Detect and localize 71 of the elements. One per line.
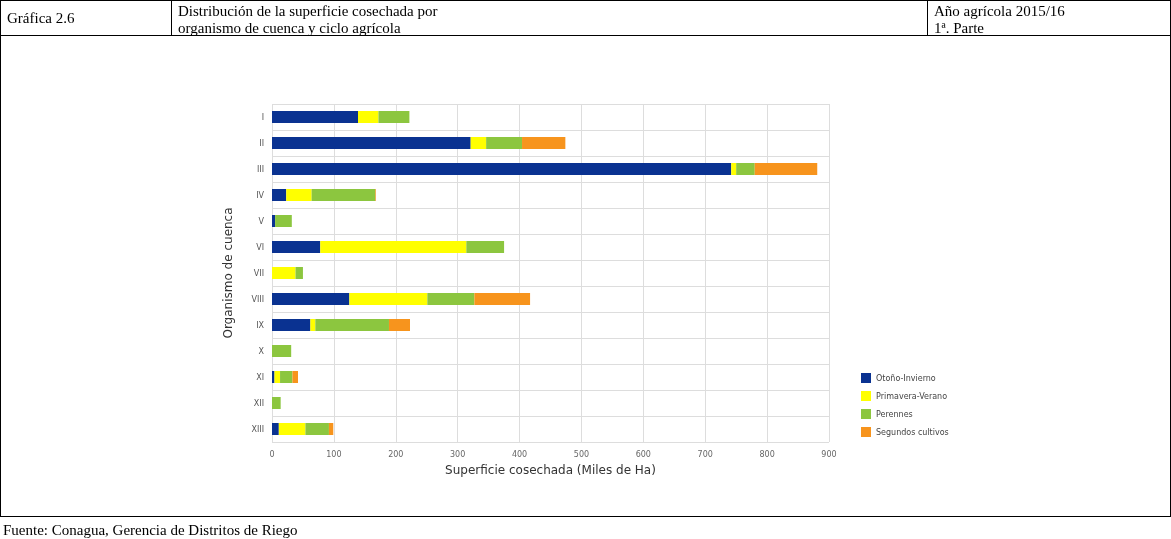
bar: [272, 163, 732, 175]
bar: [295, 267, 303, 279]
x-tick-label: 0: [269, 449, 275, 459]
y-tick-label: VI: [256, 242, 264, 252]
bar: [272, 267, 296, 279]
bar: [470, 137, 487, 149]
bar: [272, 189, 287, 201]
x-tick-label: 200: [388, 449, 404, 459]
y-tick-label: IX: [256, 320, 265, 330]
bar: [272, 215, 276, 227]
bar: [328, 423, 334, 435]
bar: [315, 319, 389, 331]
bar: [736, 163, 755, 175]
bar: [427, 293, 475, 305]
bar: [310, 319, 316, 331]
y-tick-label: XII: [253, 398, 264, 408]
legend-label: Primavera-Verano: [876, 391, 948, 401]
y-tick-label: III: [256, 164, 264, 174]
bar: [349, 293, 428, 305]
legend-label: Segundos cultivos: [876, 427, 949, 437]
bar: [522, 137, 566, 149]
bar: [754, 163, 818, 175]
y-tick-label: I: [261, 112, 264, 122]
bar: [275, 215, 292, 227]
bar: [292, 371, 298, 383]
legend-label: Otoño-Invierno: [876, 373, 936, 383]
bar: [272, 111, 359, 123]
x-tick-label: 800: [759, 449, 775, 459]
bar: [272, 423, 279, 435]
y-tick-label: IV: [256, 190, 265, 200]
x-tick-label: 100: [326, 449, 342, 459]
y-tick-label: X: [258, 346, 265, 356]
text: 1ª. Parte: [934, 20, 985, 37]
bar: [378, 111, 410, 123]
y-tick-label: XIII: [251, 424, 264, 434]
bar: [272, 137, 471, 149]
y-tick-label: XI: [256, 372, 264, 382]
bar: [272, 293, 350, 305]
bar: [474, 293, 531, 305]
bar: [280, 371, 293, 383]
bar: [272, 319, 311, 331]
y-tick-label: II: [259, 138, 264, 148]
x-tick-label: 500: [573, 449, 590, 459]
x-tick-label: 400: [511, 449, 528, 459]
y-tick-label: VII: [253, 268, 264, 278]
x-tick-label: 700: [697, 449, 713, 459]
bar: [466, 241, 505, 253]
bar: [358, 111, 379, 123]
bar: [311, 189, 376, 201]
x-axis-title: Superficie cosechada (Miles de Ha): [445, 463, 656, 477]
bar: [305, 423, 329, 435]
bar: [320, 241, 467, 253]
bar: [388, 319, 411, 331]
bar: [274, 371, 281, 383]
bar: [272, 345, 292, 357]
bar: [486, 137, 523, 149]
bar: [272, 397, 281, 409]
x-tick-label: 900: [821, 449, 837, 459]
x-tick-label: 600: [635, 449, 651, 459]
y-tick-label: VIII: [251, 294, 264, 304]
text: Gráfica 2.6: [0, 0, 172, 36]
y-tick-label: V: [258, 216, 265, 226]
bar: [272, 241, 321, 253]
x-tick-label: 300: [450, 449, 466, 459]
text: Año agrícola 2015/16: [934, 3, 1066, 20]
source-note: Fuente: Conagua, Gerencia de Distritos de Riego: [3, 522, 298, 538]
bar: [278, 423, 306, 435]
y-axis-title: Organismo de cuenca: [221, 207, 235, 339]
legend-label: Perennes: [876, 409, 913, 419]
bar: [731, 163, 737, 175]
bar: [286, 189, 312, 201]
